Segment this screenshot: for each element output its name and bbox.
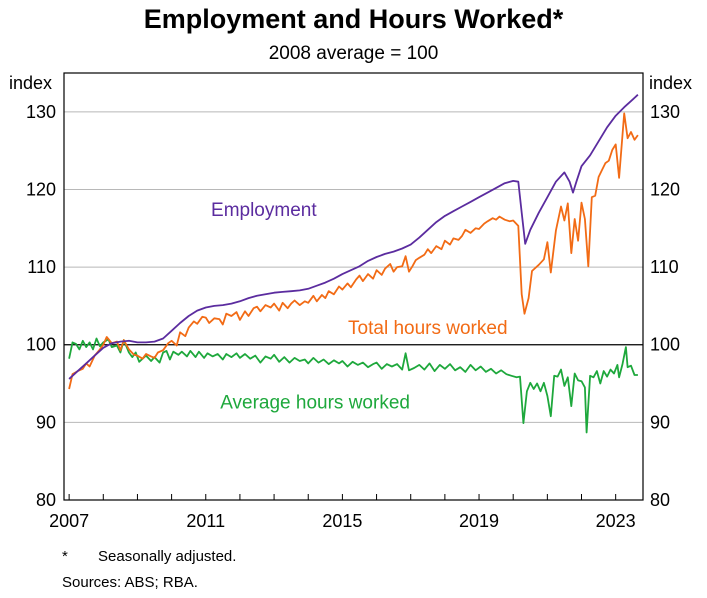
y-axis-label-right: index [649, 73, 692, 93]
series-lines [68, 94, 639, 434]
x-tick-label: 2011 [186, 511, 225, 531]
y-tick-label-right: 130 [650, 102, 680, 122]
y-tick-label-right: 120 [650, 179, 680, 199]
gridlines [64, 111, 643, 423]
series-label-total-hours-worked: Total hours worked [348, 318, 507, 339]
x-tick-label: 2019 [459, 511, 499, 531]
series-label-average-hours-worked: Average hours worked [220, 392, 410, 413]
axes: 80 80 90 90 100 100 110 110 120 120 130 130 2007 2011… [26, 102, 680, 531]
footnote-marker: * [62, 548, 68, 565]
y-tick-label-right: 80 [650, 490, 670, 510]
plot-frame [63, 72, 644, 501]
series-line-employment [68, 94, 639, 380]
series-label-employment: Employment [211, 200, 317, 221]
y-tick-label-right: 90 [650, 412, 670, 432]
y-tick-label-left: 100 [26, 335, 56, 355]
y-tick-label-right: 110 [650, 257, 679, 277]
y-tick-label-left: 130 [26, 102, 56, 122]
y-tick-label-left: 90 [36, 412, 56, 432]
x-tick-label: 2023 [596, 511, 636, 531]
sources-text: Sources: ABS; RBA. [62, 574, 198, 591]
y-axis-label-left: index [9, 73, 52, 93]
y-tick-label-right: 100 [650, 335, 680, 355]
chart-title: Employment and Hours Worked* [143, 4, 564, 34]
series-line-average-hours-worked [68, 337, 638, 434]
y-tick-label-left: 110 [27, 257, 56, 277]
y-tick-label-left: 120 [26, 179, 56, 199]
y-tick-label-left: 80 [36, 490, 56, 510]
x-tick-label: 2007 [49, 511, 89, 531]
series-line-total-hours-worked [68, 112, 639, 390]
chart-subtitle: 2008 average = 100 [268, 43, 439, 64]
x-tick-label: 2015 [322, 511, 362, 531]
footnote-text: Seasonally adjusted. [98, 548, 237, 565]
series-labels: Employment Total hours worked Average hour… [211, 200, 508, 414]
